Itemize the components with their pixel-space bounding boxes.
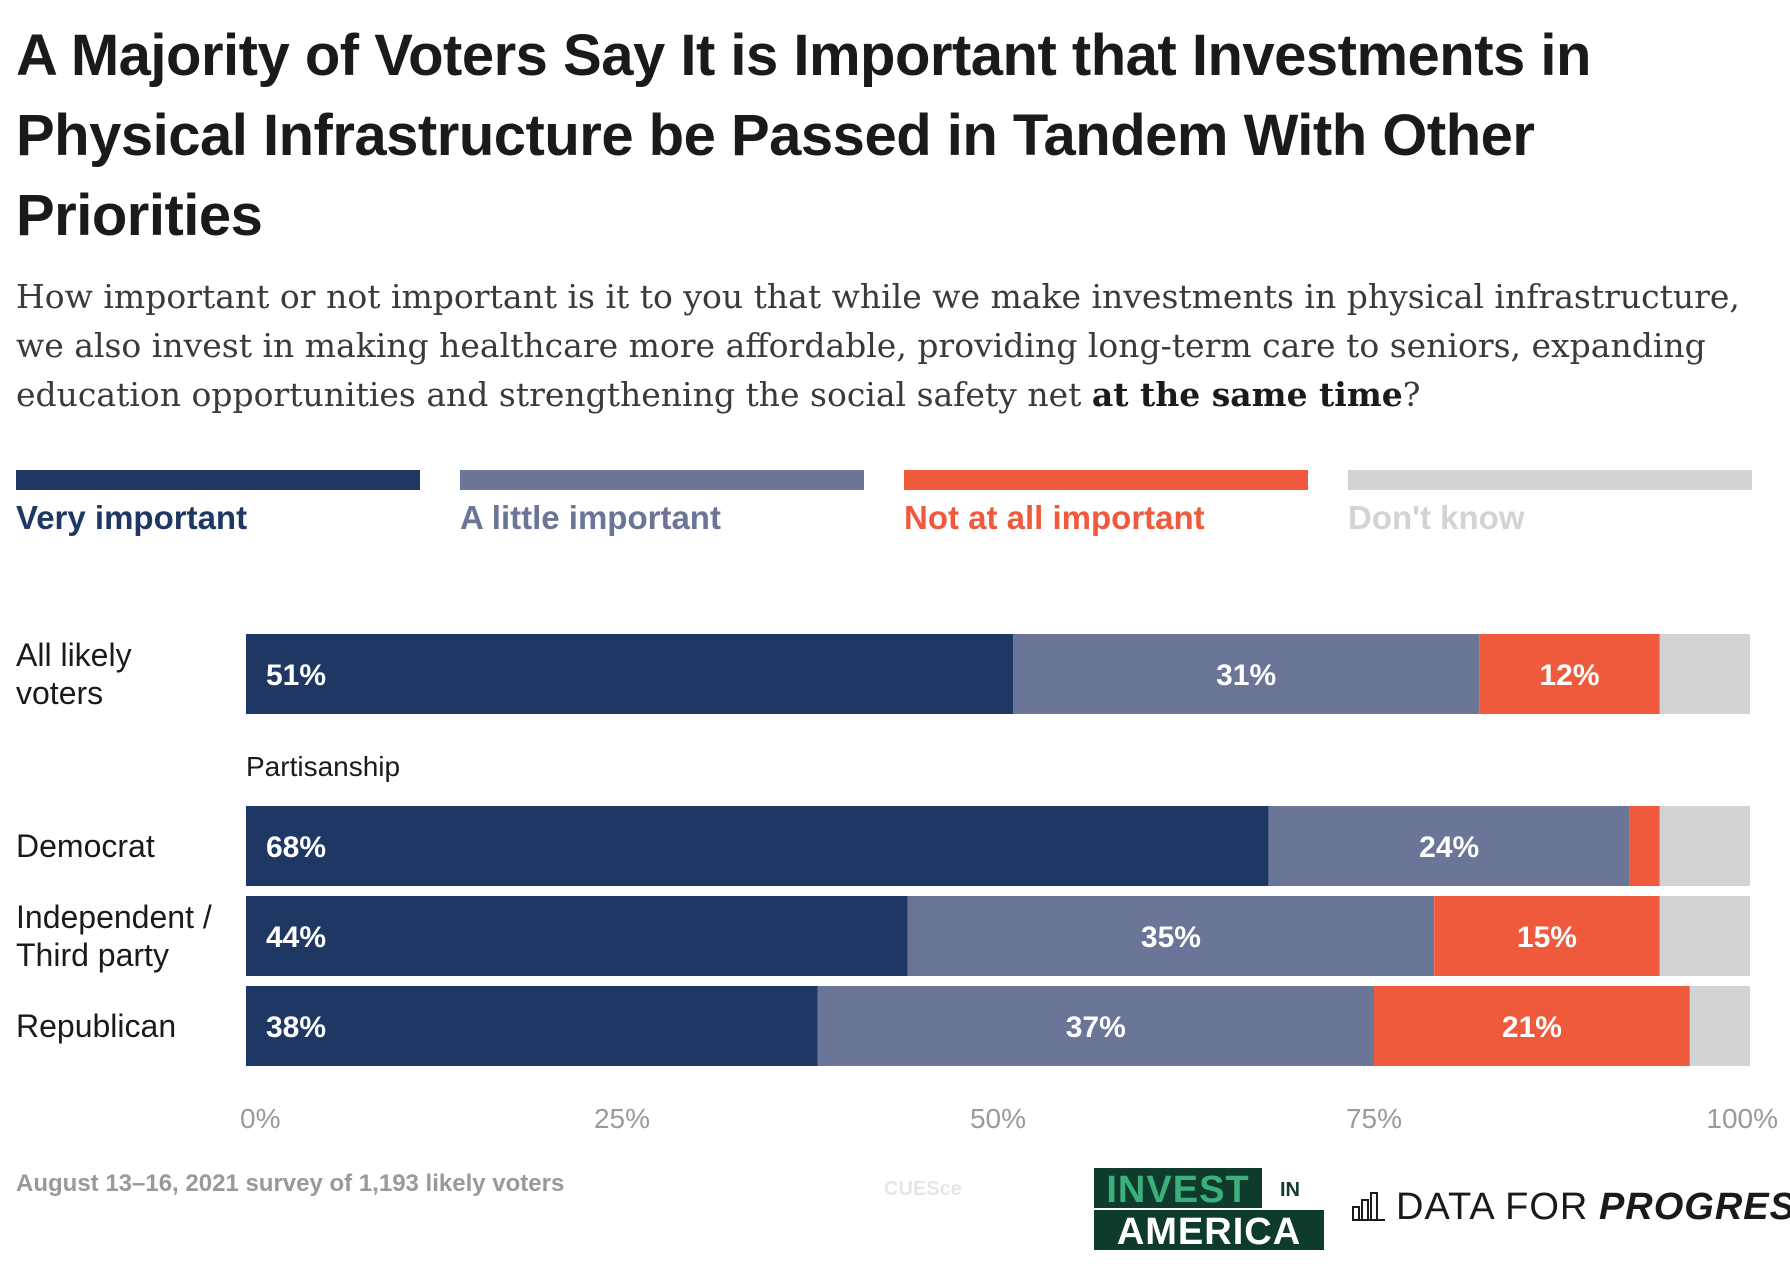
- category-label-independent-third-party: Independent / Third party: [16, 899, 212, 973]
- bar-very-important-all-likely-voters: [246, 634, 1014, 714]
- bar-very-important-republican: [246, 986, 818, 1066]
- legend-item-a-little-important: A little important: [460, 470, 864, 538]
- logo-dfp-part1: DATA FOR: [1396, 1186, 1589, 1228]
- logo-america-text: AMERICA: [1117, 1211, 1301, 1252]
- x-tick-label-0: 0%: [240, 1103, 280, 1134]
- category-label-all-likely-voters: All likely voters: [16, 637, 132, 711]
- data-for-progress-logo: DATA FOR PROGRESS: [1352, 1184, 1790, 1230]
- legend-label-very-important: Very important: [16, 499, 248, 536]
- bar-don-t-know-democrat: [1659, 806, 1750, 886]
- chart-subtitle: How important or not important is it to …: [16, 272, 1776, 419]
- footer-note: August 13–16, 2021 survey of 1,193 likel…: [16, 1170, 565, 1197]
- legend-item-dont-know: Don't know: [1348, 470, 1752, 538]
- data-label-not-at-all-important-independent-third-party: 15%: [1517, 921, 1577, 954]
- x-tick-label-3: 75%: [1346, 1103, 1402, 1134]
- logo-in-text: IN: [1280, 1179, 1300, 1201]
- bar-a-little-important-democrat: [1268, 806, 1630, 886]
- group-label-partisanship: Partisanship: [246, 751, 400, 782]
- logo-invest-text: INVEST: [1106, 1169, 1249, 1211]
- data-label-a-little-important-all-likely-voters: 31%: [1216, 659, 1276, 692]
- bar-chart-icon: [1352, 1192, 1385, 1221]
- bar-not-at-all-important-independent-third-party: [1434, 896, 1660, 976]
- bar-a-little-important-independent-third-party: [907, 896, 1435, 976]
- bar-don-t-know-republican: [1689, 986, 1750, 1066]
- bar-very-important-independent-third-party: [246, 896, 908, 976]
- data-label-a-little-important-republican: 37%: [1066, 1011, 1126, 1044]
- bar-a-little-important-republican: [817, 986, 1374, 1066]
- legend-label-a-little-important: A little important: [460, 499, 721, 536]
- data-label-a-little-important-independent-third-party: 35%: [1141, 921, 1201, 954]
- data-label-very-important-democrat: 68%: [266, 831, 326, 864]
- legend-swatch-very-important: [16, 470, 420, 490]
- data-label-very-important-republican: 38%: [266, 1011, 326, 1044]
- stacked-bar-chart: Partisanship All likely voters 51% 31% 12% Dem…: [16, 634, 1778, 1134]
- data-label-very-important-all-likely-voters: 51%: [266, 659, 326, 692]
- legend-swatch-dont-know: [1348, 470, 1752, 490]
- data-label-not-at-all-important-republican: 21%: [1502, 1011, 1562, 1044]
- category-label-democrat: Democrat: [16, 828, 155, 864]
- chart-title: A Majority of Voters Say It is Important…: [16, 23, 1591, 248]
- subtitle-emphasis: at the same time: [1091, 375, 1403, 414]
- bar-not-at-all-important-republican: [1374, 986, 1690, 1066]
- x-tick-label-2: 50%: [970, 1103, 1026, 1134]
- logo-invest-bg: [1094, 1168, 1262, 1208]
- legend-swatch-not-at-all-important: [904, 470, 1308, 490]
- legend-item-not-at-all-important: Not at all important: [904, 470, 1308, 538]
- bar-don-t-know-independent-third-party: [1659, 896, 1750, 976]
- bar-not-at-all-important-democrat: [1629, 806, 1660, 886]
- logo-america-bg: [1094, 1210, 1324, 1250]
- bar-not-at-all-important-all-likely-voters: [1479, 634, 1660, 714]
- logo-dfp-part2: PROGRESS: [1598, 1186, 1790, 1228]
- bar-a-little-important-all-likely-voters: [1013, 634, 1480, 714]
- legend-swatch-a-little-important: [460, 470, 864, 490]
- category-label-republican: Republican: [16, 1008, 176, 1044]
- x-tick-label-1: 25%: [594, 1103, 650, 1134]
- legend-label-not-at-all-important: Not at all important: [904, 499, 1205, 536]
- data-label-not-at-all-important-all-likely-voters: 12%: [1539, 659, 1599, 692]
- data-label-very-important-independent-third-party: 44%: [266, 921, 326, 954]
- data-label-a-little-important-democrat: 24%: [1419, 831, 1479, 864]
- watermark: CUESce: [884, 1178, 962, 1200]
- bar-very-important-democrat: [246, 806, 1269, 886]
- bar-don-t-know-all-likely-voters: [1659, 634, 1750, 714]
- legend-label-dont-know: Don't know: [1348, 499, 1525, 536]
- subtitle-text: How important or not important is it to …: [16, 277, 1740, 414]
- x-tick-label-4: 100%: [1706, 1103, 1778, 1134]
- invest-in-america-logo: INVEST IN AMERICA: [1094, 1168, 1324, 1252]
- subtitle-end: ?: [1402, 375, 1421, 414]
- legend-item-very-important: Very important: [16, 470, 420, 538]
